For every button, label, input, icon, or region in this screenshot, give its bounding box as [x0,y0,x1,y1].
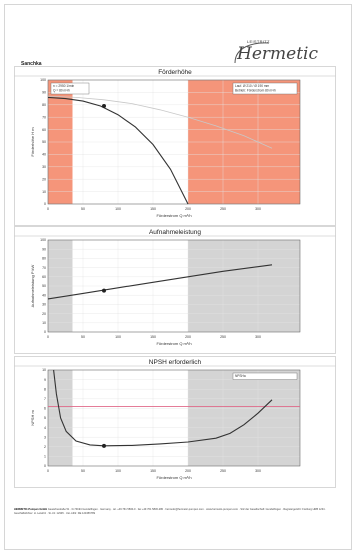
x-tick-label: 200 [185,335,191,339]
operating-point [102,288,106,293]
y-tick-label: 10 [42,190,46,194]
y-tick-label: 80 [42,257,46,261]
series-line [47,264,273,300]
x-tick-label: 50 [81,207,85,211]
power-chart: Aufnahmeleistung 0 50 100 150 200 250 300 0 10 20 3… [14,226,336,354]
legend-entry: n = 2950 1/min [53,84,74,88]
power-chart-svg: Aufnahmeleistung 0 50 100 150 200 250 300 0 10 20 3… [14,226,336,354]
x-axis-label: Förderstrom Q m³/h [156,341,191,346]
y-tick-label: 90 [42,91,46,95]
x-tick-label: 300 [255,335,261,339]
operating-point [102,104,106,109]
y-tick-label: 80 [42,103,46,107]
head-chart-svg: Förderhöhe 0 50 100 150 200 250 300 0 10 20 30 40 50 6… [14,66,336,226]
series-line [47,96,189,205]
y-tick-label: 5 [44,416,46,420]
y-tick-label: 40 [42,153,46,157]
y-tick-label: 90 [42,247,46,251]
plot-border [47,79,301,205]
y-tick-label: 10 [42,321,46,325]
y-tick-label: 2 [44,445,46,449]
chart-title: Förderhöhe [158,69,192,76]
y-tick-label: 0 [44,330,46,334]
legend-box [50,82,90,95]
plot-border [47,369,301,467]
x-tick-label: 150 [150,207,156,211]
head-chart: Förderhöhe 0 50 100 150 200 250 300 0 10 20 30 40 50 6… [14,66,336,226]
y-tick-label: 7 [44,397,46,401]
chart-title: Aufnahmeleistung [149,229,201,236]
y-tick-label: 70 [42,266,46,270]
y-tick-label: 100 [40,238,46,242]
x-tick-label: 150 [150,469,156,473]
footer: HERMETIC-Pumpen GmbH Gewerbestraße 51 · … [14,508,334,516]
y-tick-label: 4 [44,426,46,430]
x-tick-label: 250 [220,469,226,473]
series-line [47,95,273,149]
legend-box [232,372,298,380]
x-tick-label: 100 [115,207,121,211]
legend-entry: Q = 80 m³/h [53,89,70,93]
logo-arc-icon [234,42,270,64]
footer-text: Gewerbestraße 51 · D-79194 Gundelfingen … [14,508,327,515]
x-tick-label: 50 [81,335,85,339]
x-tick-label: 100 [115,469,121,473]
y-tick-label: 60 [42,275,46,279]
x-tick-label: 0 [47,335,49,339]
y-tick-label: 1 [44,455,46,459]
y-tick-label: 6 [44,407,46,411]
x-tick-label: 250 [220,335,226,339]
x-tick-label: 150 [150,335,156,339]
y-axis-label: Förderhöhe H m [30,127,35,157]
company-logo: LEISTRITZ Hermetic [229,39,329,69]
x-tick-label: 0 [47,207,49,211]
y-tick-label: 10 [42,368,46,372]
y-tick-label: 50 [42,284,46,288]
legend-entry: Betrieb: Förderstrom 80 m³/h [235,89,276,93]
y-tick-label: 60 [42,128,46,132]
y-tick-label: 30 [42,165,46,169]
x-axis-label: Förderstrom Q m³/h [156,213,191,218]
series-line [53,369,273,447]
npsh-chart: NPSH erforderlich 0 50 100 150 200 250 300 0 1 2 3 4… [14,356,336,488]
y-tick-label: 50 [42,140,46,144]
y-axis-label: Aufnahmeleistung P kW [30,264,35,307]
x-tick-label: 0 [47,469,49,473]
footer-company: HERMETIC-Pumpen GmbH [14,508,48,511]
y-tick-label: 70 [42,115,46,119]
x-tick-label: 250 [220,207,226,211]
plot-border [47,239,301,333]
y-tick-label: 0 [44,202,46,206]
y-axis-label: NPSH m [30,410,35,426]
npsh-chart-svg: NPSH erforderlich 0 50 100 150 200 250 300 0 1 2 3 4… [14,356,336,488]
y-tick-label: 0 [44,464,46,468]
x-tick-label: 200 [185,469,191,473]
y-tick-label: 9 [44,378,46,382]
y-tick-label: 8 [44,387,46,391]
x-axis-label: Förderstrom Q m³/h [156,475,191,480]
chart-title: NPSH erforderlich [149,359,202,366]
x-tick-label: 300 [255,469,261,473]
x-tick-label: 100 [115,335,121,339]
x-tick-label: 50 [81,469,85,473]
x-tick-label: 300 [255,207,261,211]
operating-point [102,443,106,448]
x-tick-label: 200 [185,207,191,211]
header-label: Sanchka [21,61,42,67]
legend-entry: Lauf. Ø 210 / Ø 190 mm [235,84,270,88]
y-tick-label: 20 [42,177,46,181]
legend-entry: NPSHa [235,374,246,378]
legend-box [232,82,298,95]
y-tick-label: 3 [44,435,46,439]
y-tick-label: 30 [42,303,46,307]
y-tick-label: 20 [42,312,46,316]
y-tick-label: 40 [42,293,46,297]
y-tick-label: 100 [40,78,46,82]
